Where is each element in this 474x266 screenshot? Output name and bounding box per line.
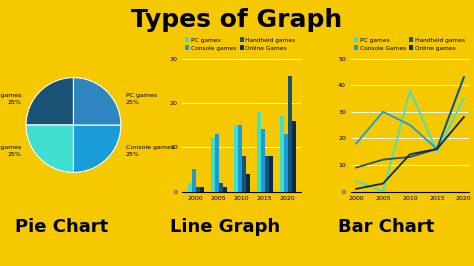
- Bar: [196, 187, 200, 192]
- Bar: [223, 187, 227, 192]
- Bar: [284, 134, 288, 192]
- Wedge shape: [26, 125, 73, 172]
- Bar: [280, 116, 284, 192]
- Text: Bar Chart: Bar Chart: [338, 218, 435, 236]
- Bar: [215, 134, 219, 192]
- Bar: [246, 174, 250, 192]
- Bar: [238, 125, 242, 192]
- Text: Console games
25%: Console games 25%: [126, 146, 174, 157]
- Text: Handheld games
25%: Handheld games 25%: [0, 146, 21, 157]
- Wedge shape: [26, 78, 73, 125]
- Bar: [269, 156, 273, 192]
- Bar: [288, 76, 292, 192]
- Text: Pie Chart: Pie Chart: [15, 218, 108, 236]
- Text: Line Graph: Line Graph: [170, 218, 280, 236]
- Wedge shape: [73, 125, 121, 172]
- Bar: [200, 187, 203, 192]
- Bar: [211, 138, 215, 192]
- Text: PC games
25%: PC games 25%: [126, 93, 157, 105]
- Bar: [192, 169, 196, 192]
- Bar: [242, 156, 246, 192]
- Bar: [219, 183, 223, 192]
- Bar: [257, 112, 261, 192]
- Bar: [265, 156, 269, 192]
- Text: Online games
25%: Online games 25%: [0, 93, 21, 105]
- Text: Types of Graph: Types of Graph: [131, 8, 343, 32]
- Legend: PC games, Console Games, Handheld games, Online games: PC games, Console Games, Handheld games,…: [354, 38, 465, 51]
- Bar: [292, 120, 296, 192]
- Bar: [188, 183, 192, 192]
- Bar: [261, 130, 265, 192]
- Wedge shape: [73, 78, 121, 125]
- Bar: [234, 125, 238, 192]
- Legend: PC games, Console games, Handheld games, Online Games: PC games, Console games, Handheld games,…: [185, 38, 295, 51]
